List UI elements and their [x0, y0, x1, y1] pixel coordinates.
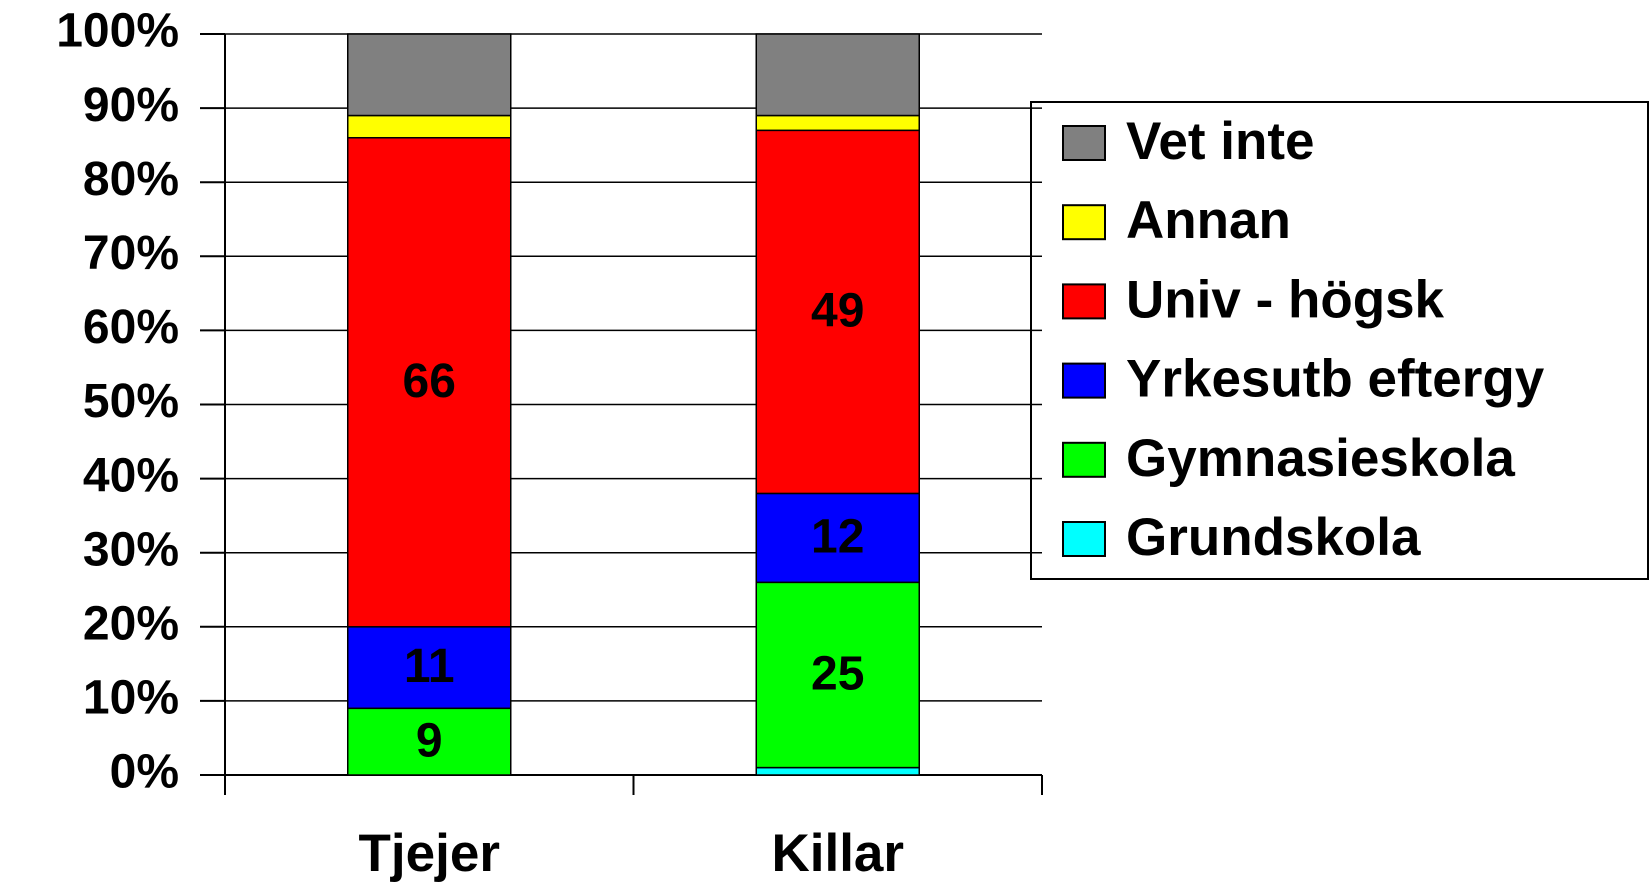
data-label: 12	[811, 511, 864, 564]
y-tick-label: 10%	[83, 672, 179, 725]
legend-swatch	[1062, 125, 1106, 161]
bar-segment	[755, 114, 920, 132]
bar-segment	[755, 33, 920, 117]
bar-segment	[347, 136, 512, 628]
legend-label: Gymnasieskola	[1126, 429, 1515, 488]
bar-segment	[347, 707, 512, 776]
legend-swatch	[1062, 362, 1106, 399]
x-tick-label: Killar	[771, 824, 904, 883]
y-tick-label: 20%	[83, 597, 179, 650]
bar-segment	[347, 33, 512, 117]
y-tick-label: 60%	[83, 301, 179, 354]
legend-swatch	[1062, 441, 1106, 478]
legend-label: Grundskola	[1126, 508, 1421, 567]
data-label: 25	[811, 648, 864, 701]
legend-label: Vet inte	[1126, 112, 1315, 171]
y-tick-label: 50%	[83, 375, 179, 428]
bar-segment	[755, 581, 920, 769]
legend-label: Univ - högsk	[1126, 270, 1445, 329]
y-tick-label: 30%	[83, 523, 179, 576]
legend-box	[1030, 101, 1649, 580]
legend-swatch	[1062, 283, 1106, 320]
y-tick-label: 40%	[83, 449, 179, 502]
bar-segment	[347, 626, 512, 710]
data-label: 11	[404, 640, 455, 693]
y-tick-label: 80%	[83, 153, 179, 206]
y-tick-label: 70%	[83, 227, 179, 280]
bar-segment	[755, 766, 920, 776]
legend-label: Annan	[1126, 191, 1291, 250]
bar-segment	[347, 114, 512, 139]
y-tick-label: 0%	[110, 746, 179, 799]
legend-label: Yrkesutb eftergy	[1126, 350, 1545, 409]
bar-segment	[755, 492, 920, 584]
data-label: 66	[403, 355, 456, 408]
bar-segment	[755, 129, 920, 495]
x-tick-label: Tjejer	[359, 824, 500, 883]
data-label: 49	[811, 285, 864, 338]
legend-swatch	[1062, 521, 1106, 557]
data-label: 9	[416, 714, 443, 767]
y-tick-label: 100%	[56, 5, 179, 58]
y-tick-label: 90%	[83, 79, 179, 132]
legend-swatch	[1062, 204, 1106, 241]
